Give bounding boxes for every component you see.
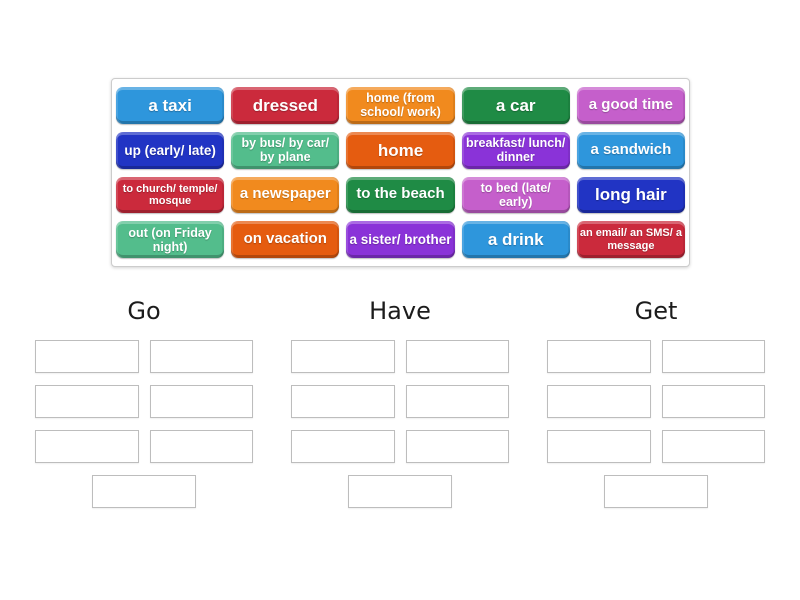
group-title: Get [634, 297, 678, 325]
empty-slot[interactable] [405, 430, 509, 463]
empty-slot[interactable] [291, 385, 395, 418]
group-title: Go [127, 297, 161, 325]
word-tile-label: to church/ temple/ mosque [122, 182, 218, 207]
group-title: Have [369, 297, 431, 325]
word-tile-label: dressed [252, 95, 318, 115]
word-tile[interactable]: on vacation [231, 221, 340, 258]
empty-slot[interactable] [149, 430, 253, 463]
empty-slot[interactable] [604, 475, 708, 508]
word-tile[interactable]: to church/ temple/ mosque [116, 176, 225, 214]
empty-slot[interactable] [661, 340, 765, 373]
word-tile-label: a drink [487, 230, 544, 250]
empty-slot[interactable] [35, 430, 139, 463]
word-tile[interactable]: long hair [576, 176, 685, 214]
empty-slot[interactable] [291, 430, 395, 463]
word-tile[interactable]: breakfast/ lunch/ dinner [461, 131, 570, 169]
word-tile-label: a sandwich [590, 140, 672, 158]
word-tile[interactable]: home (from school/ work) [346, 87, 455, 124]
word-tile-label: long hair [595, 185, 667, 205]
word-tile-label: by bus/ by car/ by plane [241, 136, 330, 165]
word-tile-label: home [377, 140, 424, 160]
word-tile[interactable]: a sandwich [576, 131, 685, 169]
empty-slot[interactable] [547, 385, 651, 418]
empty-slot[interactable] [405, 385, 509, 418]
word-tile[interactable]: out (on Friday night) [116, 221, 225, 258]
word-tile-label: an email/ an SMS/ a message [579, 227, 682, 252]
word-tile[interactable]: a drink [461, 221, 570, 258]
word-tile[interactable]: to the beach [346, 176, 455, 214]
word-tile[interactable]: a taxi [116, 87, 225, 124]
tile-board: a taxi dressed home (from school/ work) a c… [111, 78, 690, 267]
group-have: Have [291, 297, 509, 508]
empty-slot[interactable] [661, 430, 765, 463]
group-go: Go [35, 297, 253, 508]
empty-slot[interactable] [92, 475, 196, 508]
word-tile-label: to the beach [356, 185, 445, 203]
word-tile[interactable]: to bed (late/ early) [461, 176, 570, 214]
word-tile-label: a car [495, 95, 536, 115]
word-tile-label: on vacation [243, 230, 327, 248]
word-tile-label: home (from school/ work) [360, 91, 441, 120]
group-slots [291, 340, 509, 508]
group-slots [35, 340, 253, 508]
word-tile[interactable]: a car [461, 87, 570, 124]
word-tile[interactable]: a newspaper [231, 176, 340, 214]
empty-slot[interactable] [661, 385, 765, 418]
word-tile-label: a good time [588, 95, 673, 113]
word-tile-label: a taxi [148, 95, 192, 115]
word-tile-label: up (early/ late) [124, 142, 216, 158]
word-tile-label: to bed (late/ early) [480, 180, 551, 209]
empty-slot[interactable] [149, 340, 253, 373]
empty-slot[interactable] [405, 340, 509, 373]
word-tile[interactable]: an email/ an SMS/ a message [576, 221, 685, 258]
empty-slot[interactable] [547, 340, 651, 373]
empty-slot[interactable] [291, 340, 395, 373]
word-tile[interactable]: a good time [576, 87, 685, 124]
group-get: Get [547, 297, 765, 508]
word-tile[interactable]: by bus/ by car/ by plane [231, 131, 340, 169]
word-tile-label: a sister/ brother [349, 232, 452, 248]
word-tile[interactable]: a sister/ brother [346, 221, 455, 258]
word-tile[interactable]: home [346, 131, 455, 169]
word-tile-label: out (on Friday night) [128, 225, 212, 254]
word-tile-label: breakfast/ lunch/ dinner [466, 136, 566, 165]
empty-slot[interactable] [348, 475, 452, 508]
group-slots [547, 340, 765, 508]
word-tile[interactable]: dressed [231, 87, 340, 124]
word-tile[interactable]: up (early/ late) [116, 131, 225, 169]
empty-slot[interactable] [35, 385, 139, 418]
empty-slot[interactable] [149, 385, 253, 418]
empty-slot[interactable] [35, 340, 139, 373]
word-tile-label: a newspaper [239, 185, 331, 203]
empty-slot[interactable] [547, 430, 651, 463]
